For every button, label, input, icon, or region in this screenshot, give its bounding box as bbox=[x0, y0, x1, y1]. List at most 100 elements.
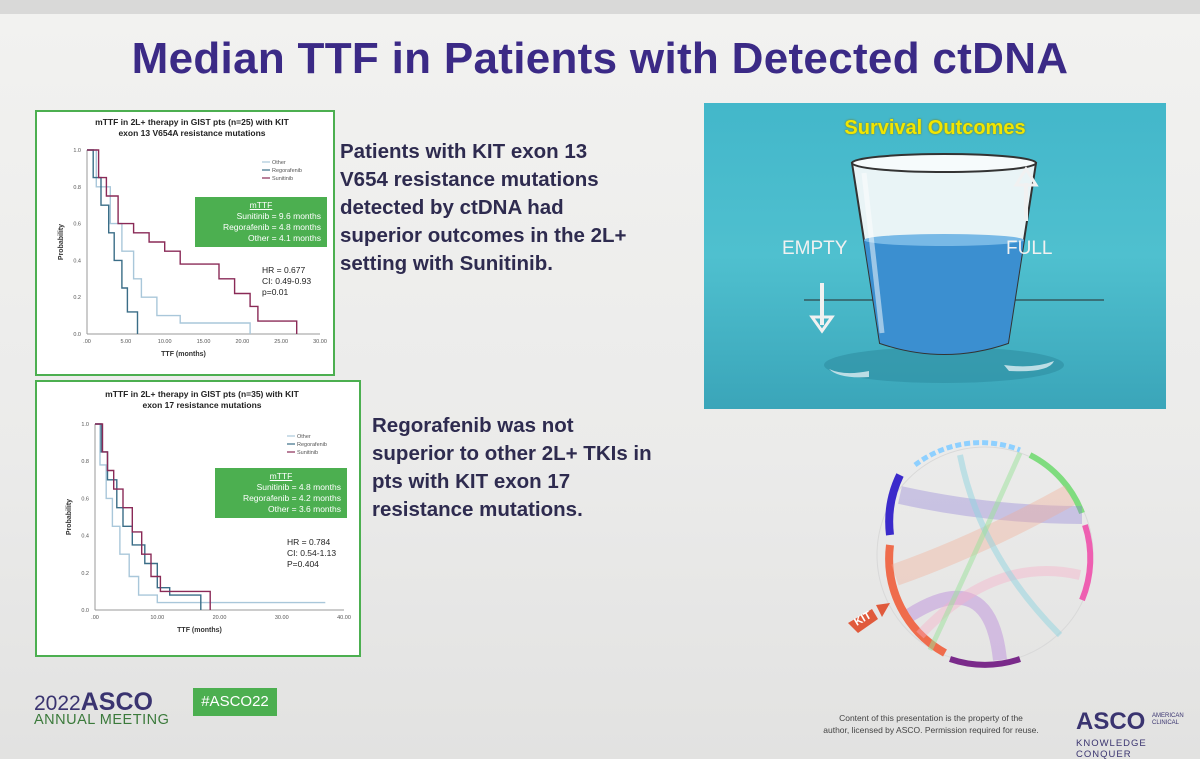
asco-logo-side: AMERICAN CLINICAL bbox=[1152, 713, 1184, 727]
y-tick-label: 0.8 bbox=[81, 459, 89, 465]
x-tick-label: 30.00 bbox=[275, 615, 289, 621]
x-axis-label: TTF (months) bbox=[161, 351, 206, 358]
text-line: detected by ctDNA had bbox=[340, 196, 564, 219]
chord-diagram: KIT bbox=[820, 435, 1120, 675]
legend-label: Regorafenib bbox=[272, 168, 302, 174]
hashtag-badge: #ASCO22 bbox=[193, 688, 277, 716]
y-tick-label: 0.2 bbox=[73, 295, 81, 301]
slide-title: Median TTF in Patients with Detected ctD… bbox=[131, 34, 1069, 83]
chart-title: mTTF in 2L+ therapy in GIST pts (n=35) w… bbox=[87, 389, 317, 411]
copyright-notice: Content of this presentation is the prop… bbox=[806, 712, 1056, 736]
y-axis-label: Probability bbox=[58, 224, 65, 260]
asco-side-line2: CLINICAL bbox=[1152, 720, 1180, 726]
x-axis-label: TTF (months) bbox=[177, 627, 222, 634]
legend-label: Other bbox=[297, 434, 311, 440]
x-tick-label: 30.00 bbox=[313, 339, 327, 345]
x-tick-label: 15.00 bbox=[197, 339, 211, 345]
y-tick-label: 0.6 bbox=[73, 222, 81, 228]
mttf-sunitinib: Sunitinib = 4.8 months bbox=[256, 482, 341, 492]
finding-exon13: Patients with KIT exon 13 V654 resistanc… bbox=[340, 138, 627, 278]
mttf-other: Other = 4.1 months bbox=[248, 233, 321, 243]
x-tick-label: 40.00 bbox=[337, 615, 351, 621]
text-line: Regorafenib was not bbox=[372, 414, 574, 437]
y-tick-label: 0.4 bbox=[73, 258, 81, 264]
km-plot-exon17: 0.0 0.2 0.4 0.6 0.8 1.0 .00 10.00 20.00 30.00 40.0… bbox=[66, 422, 351, 634]
series-line-regorafenib bbox=[95, 423, 202, 610]
x-tick-label: 10.00 bbox=[150, 615, 164, 621]
mttf-other: Other = 3.6 months bbox=[268, 504, 341, 514]
text-line: V654 resistance mutations bbox=[340, 168, 599, 191]
text-line: Patients with KIT exon 13 bbox=[340, 140, 588, 163]
y-tick-label: 0.2 bbox=[81, 571, 89, 577]
hr-stats: HR = 0.784 CI: 0.54-1.13 P=0.404 bbox=[287, 537, 336, 570]
hr-value: HR = 0.677 bbox=[262, 265, 306, 275]
full-label: FULL bbox=[1006, 238, 1053, 259]
y-tick-label: 1.0 bbox=[73, 148, 81, 154]
chart-title-line2: exon 13 V654A resistance mutations bbox=[118, 128, 266, 138]
chord-svg bbox=[848, 440, 1094, 668]
top-bar bbox=[0, 0, 1200, 14]
chart-title-line1: mTTF in 2L+ therapy in GIST pts (n=35) w… bbox=[105, 389, 299, 399]
legend-label: Other bbox=[272, 160, 286, 166]
legend-label: Sunitinib bbox=[297, 450, 318, 456]
asco-tagline: KNOWLEDGE CONQUER bbox=[1076, 738, 1147, 759]
notice-line1: Content of this presentation is the prop… bbox=[839, 713, 1023, 723]
series-line-sunitinib bbox=[95, 423, 211, 610]
mttf-box: mTTF Sunitinib = 9.6 months Regorafenib … bbox=[195, 197, 327, 247]
mttf-regorafenib: Regorafenib = 4.8 months bbox=[222, 222, 321, 232]
ci-value: CI: 0.54-1.13 bbox=[287, 548, 337, 558]
x-tick-label: .00 bbox=[83, 339, 91, 345]
x-tick-label: 20.00 bbox=[213, 615, 227, 621]
mttf-heading: mTTF bbox=[249, 200, 273, 210]
chart-title-line1: mTTF in 2L+ therapy in GIST pts (n=25) w… bbox=[95, 117, 289, 127]
asco-text: ASCO bbox=[80, 688, 153, 716]
series-line-other bbox=[95, 423, 326, 604]
p-value: P=0.404 bbox=[287, 559, 319, 569]
x-tick-label: .00 bbox=[91, 615, 99, 621]
km-plot-exon13: 0.0 0.2 0.4 0.6 0.8 1.0 .00 5.00 10.00 15.00 20.00… bbox=[58, 148, 327, 358]
glass-drawing bbox=[804, 153, 1104, 383]
empty-label: EMPTY bbox=[782, 238, 848, 259]
y-axis-label: Probability bbox=[66, 499, 73, 535]
series-line-other bbox=[87, 149, 251, 334]
illustration-title: Survival Outcomes bbox=[844, 117, 1026, 139]
y-tick-label: 0.6 bbox=[81, 496, 89, 502]
km-chart-exon17: mTTF in 2L+ therapy in GIST pts (n=35) w… bbox=[35, 380, 361, 657]
mttf-heading: mTTF bbox=[269, 471, 293, 481]
year-text: 2022 bbox=[34, 692, 81, 715]
x-tick-label: 25.00 bbox=[274, 339, 288, 345]
asco-side-line1: AMERICAN bbox=[1152, 713, 1184, 719]
text-line: resistance mutations. bbox=[372, 498, 583, 521]
ci-value: CI: 0.49-0.93 bbox=[262, 276, 312, 286]
series-line-sunitinib bbox=[87, 149, 298, 334]
y-tick-label: 1.0 bbox=[81, 422, 89, 428]
km-chart-exon13: mTTF in 2L+ therapy in GIST pts (n=25) w… bbox=[35, 110, 335, 376]
x-tick-label: 5.00 bbox=[120, 339, 131, 345]
x-tick-label: 20.00 bbox=[235, 339, 249, 345]
meeting-year: 2022ASCO bbox=[34, 688, 153, 717]
chart-title-line2: exon 17 resistance mutations bbox=[142, 400, 262, 410]
mttf-regorafenib: Regorafenib = 4.2 months bbox=[242, 493, 341, 503]
p-value: p=0.01 bbox=[262, 287, 289, 297]
y-tick-label: 0.0 bbox=[73, 332, 81, 338]
survival-outcomes-illustration: Survival Outcomes EMPTY FULL bbox=[704, 103, 1166, 409]
mttf-sunitinib: Sunitinib = 9.6 months bbox=[236, 211, 321, 221]
text-line: pts with KIT exon 17 bbox=[372, 470, 571, 493]
text-line: superior to other 2L+ TKIs in bbox=[372, 442, 652, 465]
y-tick-label: 0.4 bbox=[81, 534, 89, 540]
x-tick-label: 10.00 bbox=[158, 339, 172, 345]
hr-stats: HR = 0.677 CI: 0.49-0.93 p=0.01 bbox=[262, 265, 311, 298]
series-line-regorafenib bbox=[87, 149, 139, 334]
y-tick-label: 0.0 bbox=[81, 608, 89, 614]
chart-title: mTTF in 2L+ therapy in GIST pts (n=25) w… bbox=[77, 117, 307, 139]
mttf-box: mTTF Sunitinib = 4.8 months Regorafenib … bbox=[215, 468, 347, 518]
y-tick-label: 0.8 bbox=[73, 185, 81, 191]
notice-line2: author, licensed by ASCO. Permission req… bbox=[823, 725, 1039, 735]
text-line: setting with Sunitinib. bbox=[340, 252, 553, 275]
annual-meeting: ANNUAL MEETING bbox=[34, 712, 170, 728]
finding-exon17: Regorafenib was not superior to other 2L… bbox=[372, 412, 652, 524]
asco-logo: ASCO bbox=[1076, 708, 1146, 735]
hr-value: HR = 0.784 bbox=[287, 537, 331, 547]
legend-label: Regorafenib bbox=[297, 442, 327, 448]
